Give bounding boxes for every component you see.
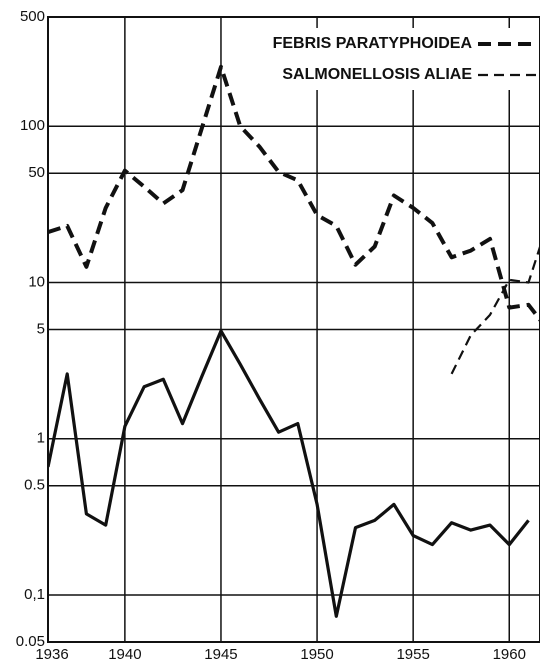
x-tick-label: 1936 [35, 646, 68, 662]
x-tick-label: 1945 [204, 646, 237, 662]
y-tick-label: 1 [37, 430, 45, 447]
x-tick-label: 1940 [108, 646, 141, 662]
series-group [48, 64, 540, 618]
legend-background [250, 28, 539, 90]
legend-label: FEBRIS PARATYPHOIDEA [273, 35, 473, 52]
y-tick-label: 100 [20, 117, 45, 134]
legend-label: SALMONELLOSIS ALIAE [282, 66, 472, 83]
x-tick-label: 1960 [493, 646, 526, 662]
series-line [48, 329, 530, 618]
x-tick-label: 1950 [300, 646, 333, 662]
series-line [450, 243, 540, 375]
x-tick-label: 1955 [396, 646, 429, 662]
y-tick-label: 10 [28, 273, 45, 290]
y-tick-label: 0,1 [24, 586, 45, 603]
plot-frame [47, 16, 540, 643]
series-line [48, 64, 540, 323]
y-tick-label: 0.05 [16, 633, 45, 650]
y-tick-label: 500 [20, 8, 45, 25]
y-tick-label: 5 [37, 320, 45, 337]
y-tick-label: 50 [28, 164, 45, 181]
y-tick-label: 0.5 [24, 477, 45, 494]
